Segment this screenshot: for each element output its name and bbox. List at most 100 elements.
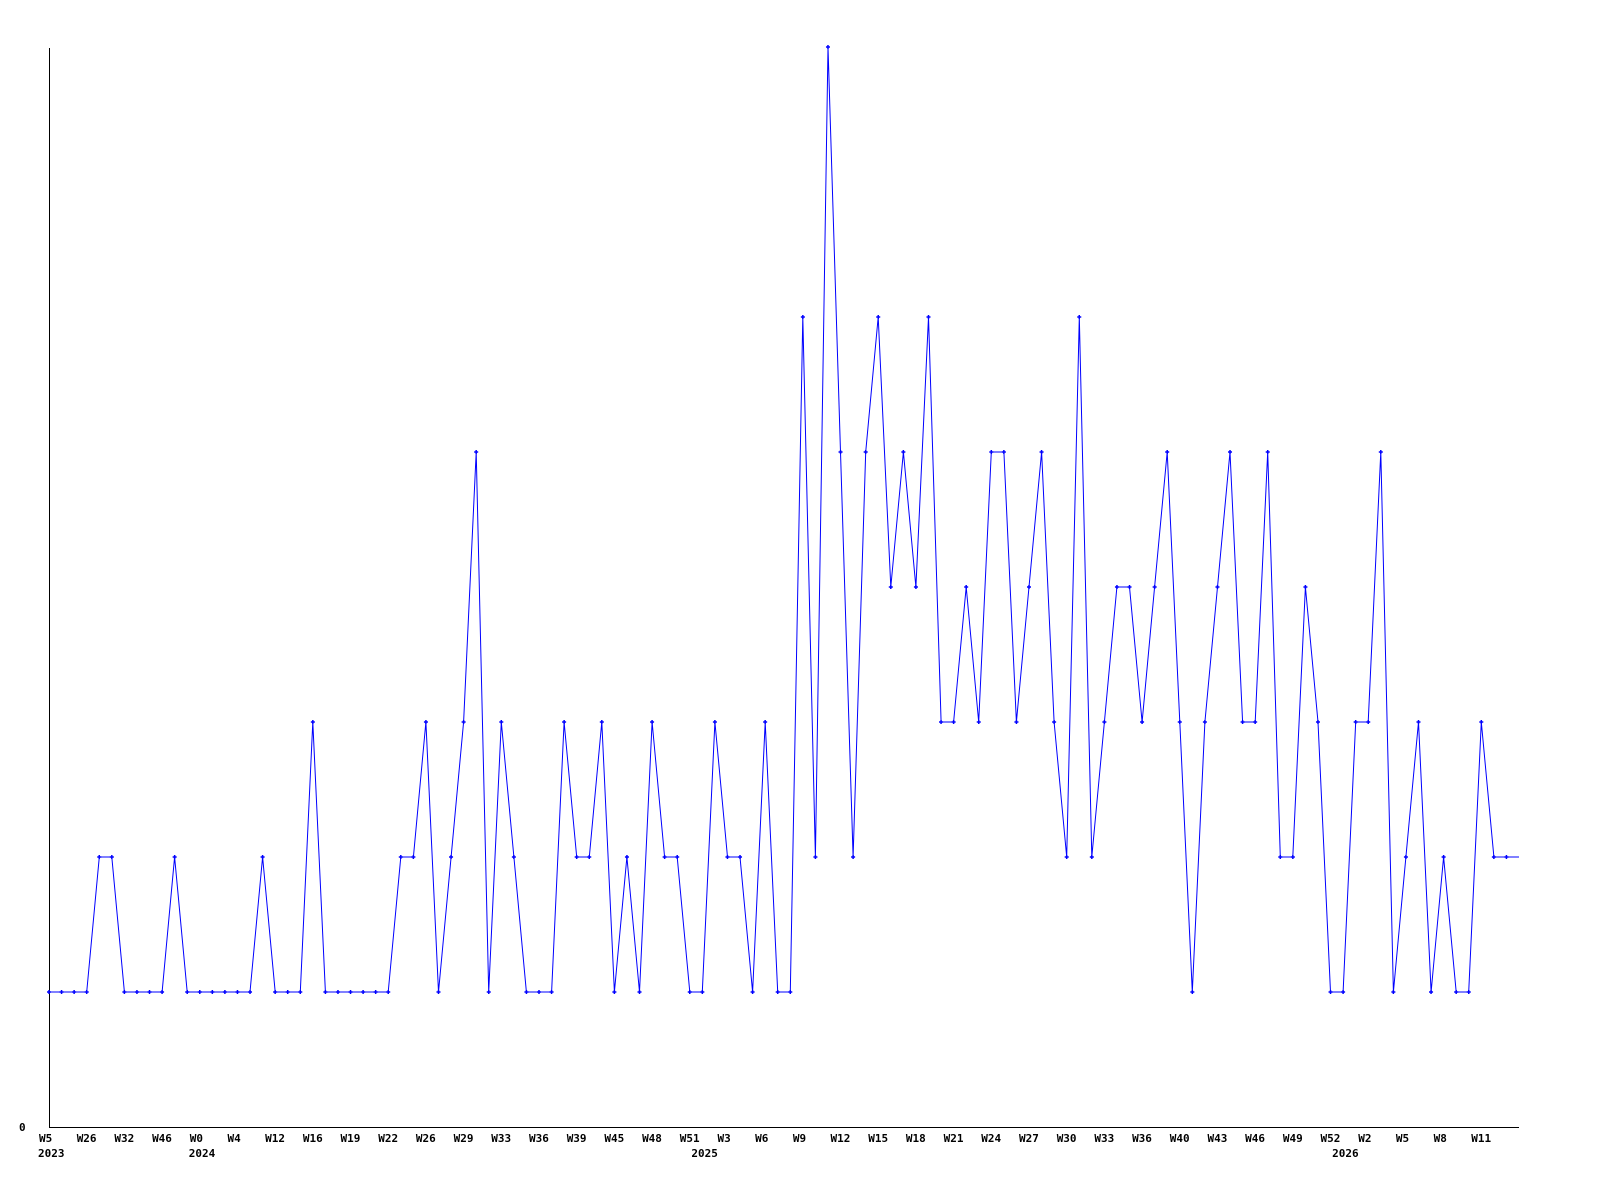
data-point [587, 855, 592, 859]
x-tick-label: W16 [303, 1132, 323, 1145]
data-point [285, 990, 290, 994]
data-point [913, 585, 918, 589]
x-tick-label: W22 [378, 1132, 398, 1145]
x-tick-label: W8 [1434, 1132, 1447, 1145]
x-tick-label: W5 [1396, 1132, 1409, 1145]
data-point [47, 990, 51, 994]
x-tick-label: W49 [1283, 1132, 1303, 1145]
data-point [398, 855, 403, 859]
data-point [1114, 585, 1119, 589]
data-point [825, 45, 830, 49]
data-point [222, 990, 227, 994]
data-point [160, 990, 165, 994]
x-tick-label: W36 [529, 1132, 549, 1145]
data-point [1416, 720, 1421, 724]
data-point [197, 990, 202, 994]
data-point [1466, 990, 1471, 994]
data-point [763, 720, 768, 724]
data-point [687, 990, 692, 994]
data-point [122, 990, 127, 994]
data-point [1391, 990, 1396, 994]
data-point [876, 315, 881, 319]
data-point [1064, 855, 1069, 859]
data-point [650, 720, 655, 724]
data-point [1001, 450, 1006, 454]
data-point [59, 990, 64, 994]
data-point [1039, 450, 1044, 454]
data-point [562, 720, 567, 724]
data-point [1366, 720, 1371, 724]
data-point [612, 990, 617, 994]
data-point [474, 450, 479, 454]
x-tick-label: W39 [567, 1132, 587, 1145]
data-point [1228, 450, 1233, 454]
x-tick-label: W0 [190, 1132, 203, 1145]
data-point [1152, 585, 1157, 589]
x-tick-label: W9 [793, 1132, 806, 1145]
x-tick-label: W26 [416, 1132, 436, 1145]
year-label: 2024 [189, 1147, 216, 1160]
data-point [260, 855, 265, 859]
data-point [574, 855, 579, 859]
data-point [863, 450, 868, 454]
data-point [1341, 990, 1346, 994]
data-point [700, 990, 705, 994]
data-point [298, 990, 303, 994]
x-tick-label: W21 [944, 1132, 964, 1145]
year-label: 2025 [691, 1147, 718, 1160]
x-tick-label: W26 [77, 1132, 97, 1145]
data-point [775, 990, 780, 994]
data-point [1190, 990, 1195, 994]
data-point [210, 990, 215, 994]
series-line [49, 46, 1519, 993]
data-point [800, 315, 805, 319]
data-point [813, 855, 818, 859]
x-tick-label: W3 [717, 1132, 730, 1145]
x-tick-label: W46 [152, 1132, 172, 1145]
data-point [662, 855, 667, 859]
data-point [1240, 720, 1245, 724]
data-point [1429, 990, 1434, 994]
x-tick-label: W6 [755, 1132, 769, 1145]
data-point [1165, 450, 1170, 454]
data-point [1303, 585, 1308, 589]
data-point [109, 855, 114, 859]
data-point [1378, 450, 1383, 454]
x-tick-label: W12 [831, 1132, 851, 1145]
data-point [750, 990, 755, 994]
data-point [1454, 990, 1459, 994]
data-point [1353, 720, 1358, 724]
x-tick-label: W30 [1057, 1132, 1077, 1145]
data-point [1202, 720, 1207, 724]
data-point [964, 585, 969, 589]
data-point [348, 990, 353, 994]
data-point [1403, 855, 1408, 859]
data-point [461, 720, 466, 724]
x-tick-label: W32 [114, 1132, 134, 1145]
x-tick-label: W18 [906, 1132, 926, 1145]
data-point [147, 990, 152, 994]
data-point [524, 990, 529, 994]
data-point [788, 990, 793, 994]
data-point [172, 855, 177, 859]
data-point [951, 720, 956, 724]
data-point [1265, 450, 1270, 454]
x-tick-label: W4 [227, 1132, 241, 1145]
x-tick-label: W45 [604, 1132, 624, 1145]
data-point [1441, 855, 1446, 859]
data-point [838, 450, 843, 454]
data-point [901, 450, 906, 454]
x-tick-label: W5 [39, 1132, 52, 1145]
data-point [72, 990, 77, 994]
data-point [361, 990, 366, 994]
x-tick-label: W33 [1094, 1132, 1114, 1145]
data-point [1014, 720, 1019, 724]
data-point [411, 855, 416, 859]
data-point [486, 990, 491, 994]
data-point [976, 720, 981, 724]
data-point [185, 990, 190, 994]
data-point [1290, 855, 1295, 859]
x-tick-label: W46 [1245, 1132, 1265, 1145]
x-tick-label: W36 [1132, 1132, 1152, 1145]
data-point [97, 855, 102, 859]
